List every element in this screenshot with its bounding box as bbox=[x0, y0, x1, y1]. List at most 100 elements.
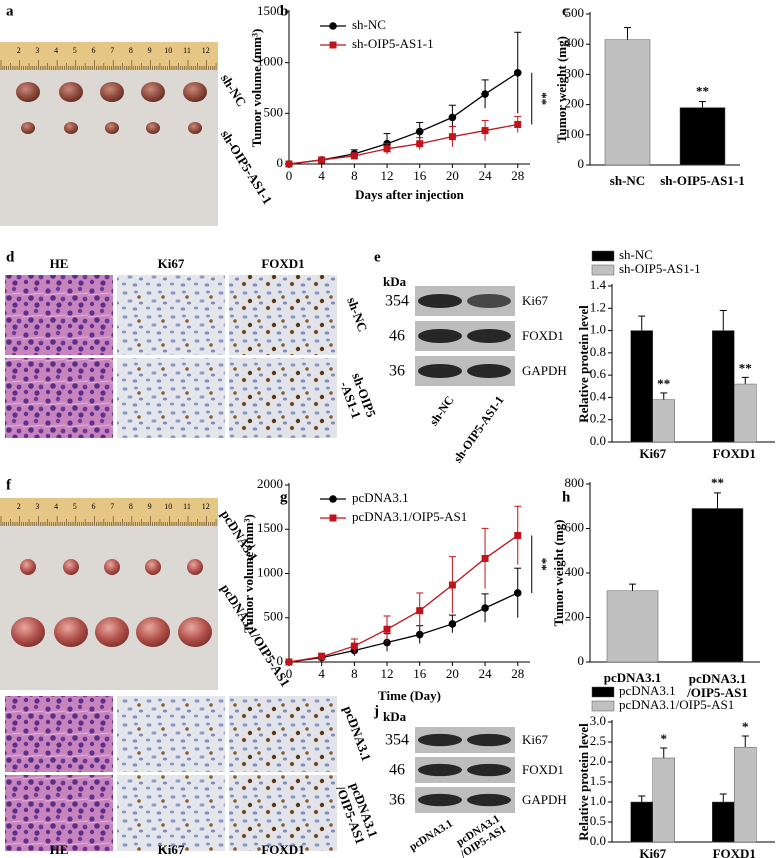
blot-band bbox=[467, 293, 511, 309]
y-tick-label: 1.2 bbox=[590, 299, 606, 314]
y-tick-label: 500 bbox=[264, 609, 284, 624]
blot-band bbox=[467, 363, 511, 379]
ruler-number: 2 bbox=[17, 502, 21, 511]
y-tick-label: 2000 bbox=[257, 476, 283, 491]
blot-band bbox=[467, 328, 511, 344]
ruler bbox=[0, 42, 218, 70]
bar bbox=[630, 801, 653, 843]
y-tick-label: 0.0 bbox=[590, 433, 606, 448]
significance-label: ** bbox=[535, 558, 550, 571]
ruler-number: 8 bbox=[129, 46, 133, 55]
y-tick-label: 400 bbox=[565, 35, 585, 50]
y-tick-label: 0.5 bbox=[590, 813, 606, 828]
size-label: 354 bbox=[385, 293, 409, 310]
y-tick-label: 0.8 bbox=[590, 344, 606, 359]
panel-letter: h bbox=[562, 489, 571, 505]
legend-label: sh-OIP5-AS1-1 bbox=[619, 261, 701, 276]
marker bbox=[318, 156, 326, 164]
lane-label: sh-NC bbox=[427, 393, 457, 428]
ruler-number: 9 bbox=[148, 46, 152, 55]
y-tick-label: 200 bbox=[565, 608, 585, 623]
panel-letter: f bbox=[6, 477, 12, 493]
y-tick-label: 0 bbox=[578, 653, 585, 668]
x-tick-label: FOXD1 bbox=[713, 446, 756, 461]
marker bbox=[481, 604, 489, 612]
histology-image bbox=[117, 358, 225, 438]
ruler-number: 7 bbox=[110, 502, 114, 511]
tumor bbox=[11, 617, 45, 647]
legend-label: sh-NC bbox=[352, 17, 386, 32]
size-label: 354 bbox=[385, 732, 409, 749]
histology-image bbox=[229, 275, 337, 355]
y-axis-title: Relative protein level bbox=[576, 723, 591, 841]
y-tick-label: 1.0 bbox=[590, 322, 606, 337]
bar bbox=[652, 757, 675, 843]
legend-label: pcDNA3.1 bbox=[352, 490, 409, 505]
x-tick-label: 0 bbox=[286, 666, 293, 681]
blot-band bbox=[418, 733, 462, 747]
blot-band bbox=[418, 328, 462, 344]
legend-marker bbox=[329, 495, 337, 503]
legend-label: sh-NC bbox=[619, 247, 653, 262]
y-tick-label: 2.0 bbox=[590, 753, 606, 768]
x-tick-label: 16 bbox=[413, 168, 427, 183]
legend-marker bbox=[329, 514, 337, 522]
y-tick-label: 1000 bbox=[257, 564, 283, 579]
column-label: Ki67 bbox=[158, 256, 185, 271]
protein-label: Ki67 bbox=[522, 293, 549, 308]
lane-label: pcDNA3.1 bbox=[407, 818, 455, 854]
y-tick-label: 600 bbox=[565, 519, 585, 534]
ruler-number: 2 bbox=[17, 46, 21, 55]
legend-label: pcDNA3.1 bbox=[619, 683, 676, 698]
y-axis-title: Relative protein level bbox=[576, 305, 591, 423]
marker bbox=[285, 160, 293, 168]
x-tick-label: 0 bbox=[286, 168, 293, 183]
x-tick-label: Ki67 bbox=[639, 446, 666, 461]
significance-label: ** bbox=[535, 92, 550, 105]
x-tick-label: FOXD1 bbox=[713, 846, 756, 858]
significance-label: ** bbox=[711, 475, 724, 490]
protein-label: GAPDH bbox=[522, 363, 567, 378]
row-label: pcDNA3.1 bbox=[341, 704, 375, 763]
ruler-number: 4 bbox=[54, 502, 58, 511]
x-tick-label: 4 bbox=[318, 666, 325, 681]
tumor bbox=[187, 559, 203, 575]
histology-image bbox=[229, 696, 337, 772]
panel-letter: b bbox=[280, 3, 288, 19]
size-label: 36 bbox=[389, 363, 405, 380]
tumor bbox=[63, 559, 79, 575]
histology-image bbox=[229, 358, 337, 438]
blot-band bbox=[467, 763, 511, 777]
tumor bbox=[141, 82, 165, 102]
legend-swatch bbox=[591, 686, 615, 698]
significance-label: ** bbox=[739, 360, 752, 375]
ruler-number: 11 bbox=[183, 46, 191, 55]
significance-label: ** bbox=[696, 84, 709, 99]
x-tick-label: 24 bbox=[479, 666, 493, 681]
histology-image bbox=[229, 775, 337, 851]
y-axis-title: Tumor weight (mg) bbox=[551, 520, 566, 627]
y-tick-label: 0 bbox=[277, 155, 284, 170]
ruler-number: 11 bbox=[183, 502, 191, 511]
histology-image bbox=[5, 358, 113, 438]
legend-swatch bbox=[591, 264, 615, 276]
legend-label: pcDNA3.1/OIP5-AS1 bbox=[619, 697, 734, 712]
marker bbox=[514, 120, 522, 128]
ruler-number: 4 bbox=[54, 46, 58, 55]
marker bbox=[415, 630, 424, 639]
ruler-number: 7 bbox=[110, 46, 114, 55]
panel-letter: g bbox=[280, 489, 288, 505]
x-axis-title: Days after injection bbox=[355, 187, 465, 202]
x-tick-label: 28 bbox=[511, 168, 524, 183]
kda-label: kDa bbox=[383, 709, 407, 724]
protein-label: FOXD1 bbox=[522, 762, 564, 777]
ruler-number: 12 bbox=[202, 46, 210, 55]
blot-band bbox=[467, 793, 511, 807]
histology-image bbox=[5, 775, 113, 851]
marker bbox=[448, 581, 456, 589]
bar bbox=[691, 508, 744, 663]
ruler-number: 10 bbox=[164, 46, 172, 55]
histology-image bbox=[117, 696, 225, 772]
legend-marker bbox=[329, 22, 337, 30]
column-label: Ki67 bbox=[158, 842, 185, 857]
